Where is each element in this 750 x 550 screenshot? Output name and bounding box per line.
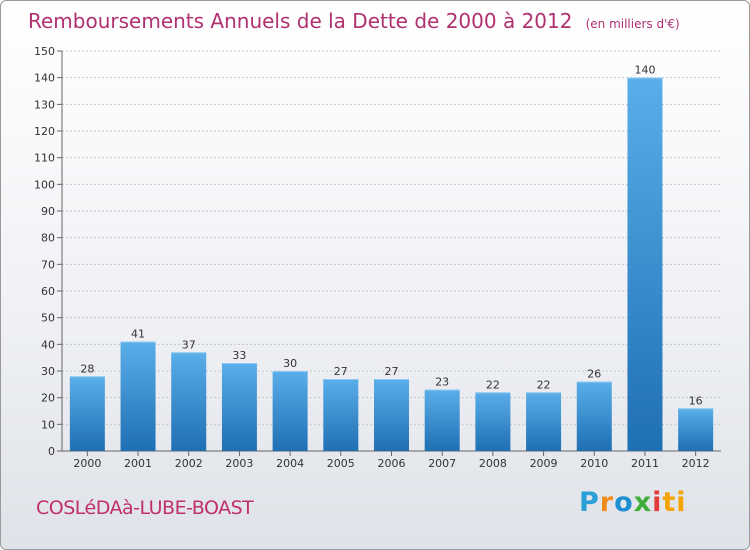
x-tick-label: 2010	[580, 457, 608, 470]
x-tick-label: 2004	[276, 457, 304, 470]
y-tick-label: 60	[41, 285, 55, 298]
x-tick-label: 2012	[682, 457, 710, 470]
x-tick-label: 2001	[124, 457, 152, 470]
logo-letter: i	[652, 487, 663, 518]
logo-letter: P	[579, 487, 600, 518]
bar	[120, 341, 156, 451]
data-label: 16	[689, 394, 703, 407]
y-tick-label: 120	[34, 125, 55, 138]
x-tick-label: 2002	[175, 457, 203, 470]
y-tick-label: 70	[41, 258, 55, 271]
title-row: Remboursements Annuels de la Dette de 20…	[28, 9, 680, 33]
data-label: 28	[80, 362, 94, 375]
chart-unit: (en milliers d'€)	[585, 17, 680, 31]
y-tick-label: 50	[41, 312, 55, 325]
data-label: 37	[182, 338, 196, 351]
chart-title: Remboursements Annuels de la Dette de 20…	[28, 9, 573, 33]
bar	[627, 77, 663, 452]
data-label: 22	[537, 378, 551, 391]
bar	[475, 392, 511, 451]
data-label: 30	[283, 357, 297, 370]
x-tick-label: 2000	[73, 457, 101, 470]
x-tick-label: 2003	[225, 457, 253, 470]
bar	[576, 381, 612, 451]
y-tick-label: 90	[41, 205, 55, 218]
data-label: 27	[334, 365, 348, 378]
x-tick-label: 2006	[378, 457, 406, 470]
y-tick-label: 150	[34, 45, 55, 58]
y-tick-label: 0	[48, 445, 55, 458]
data-label: 33	[232, 349, 246, 362]
logo-letter: o	[614, 487, 634, 518]
bar	[526, 392, 562, 451]
bar-layer	[69, 77, 714, 452]
bar	[374, 379, 409, 451]
bar	[678, 408, 714, 451]
x-tick-label: 2007	[428, 457, 456, 470]
x-tick-label: 2011	[631, 457, 659, 470]
y-tick-label: 40	[41, 338, 55, 351]
bar	[323, 379, 359, 451]
y-tick-label: 130	[34, 98, 55, 111]
y-tick-label: 30	[41, 365, 55, 378]
data-label: 22	[486, 378, 500, 391]
bar	[272, 371, 308, 451]
logo-letter: i	[676, 487, 687, 518]
data-label: 41	[131, 328, 145, 341]
data-label: 140	[634, 64, 655, 77]
axis-layer: 0 10 20 30 40 50 60 70 80 90 100 110 120 130 140 150 200…	[34, 45, 721, 470]
y-tick-label: 110	[34, 152, 55, 165]
data-label: 23	[435, 376, 449, 389]
bar	[424, 389, 460, 451]
x-tick-label: 2009	[530, 457, 558, 470]
label-layer: 28 41 37 33 30 27 27 23 22 22 26 140 16	[80, 64, 702, 408]
data-label: 27	[385, 365, 399, 378]
bar	[221, 363, 257, 451]
y-tick-label: 100	[34, 178, 55, 191]
bar	[69, 376, 105, 451]
y-tick-label: 10	[41, 418, 55, 431]
proxiti-logo: Proxiti	[579, 487, 687, 518]
logo-letter: x	[633, 487, 653, 518]
logo-letter: r	[599, 487, 615, 518]
y-tick-label: 20	[41, 392, 55, 405]
y-tick-label: 140	[34, 72, 55, 85]
commune-name: COSLéDAà-LUBE-BOAST	[36, 497, 254, 519]
y-tick-label: 80	[41, 232, 55, 245]
data-label: 26	[587, 368, 601, 381]
x-tick-label: 2005	[327, 457, 355, 470]
x-tick-label: 2008	[479, 457, 507, 470]
logo-letter: t	[662, 487, 677, 518]
bar	[171, 352, 207, 451]
